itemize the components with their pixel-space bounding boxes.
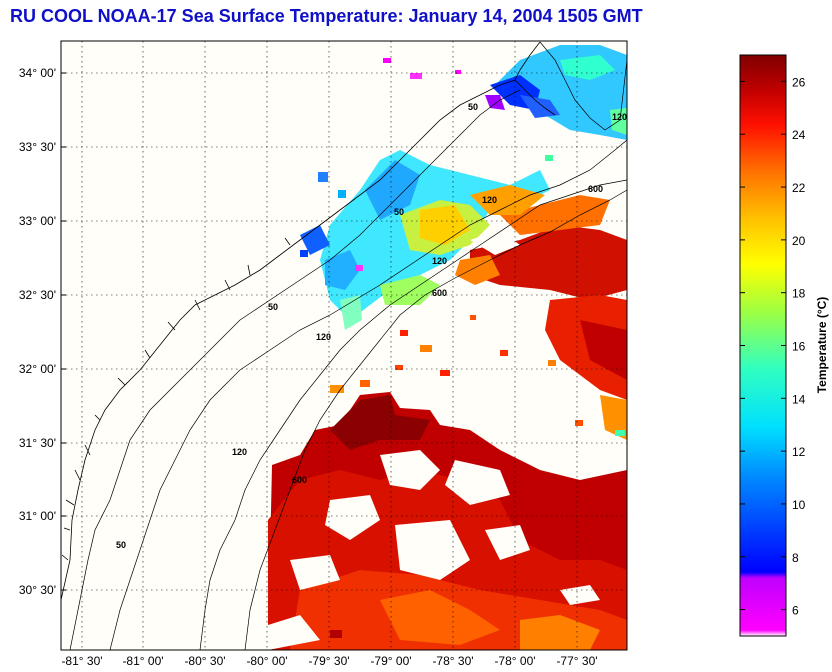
gulf-stream-warm-water [268, 392, 627, 650]
contour-label: 120 [482, 195, 497, 205]
contour-label: 600 [432, 288, 447, 298]
map-frame [60, 40, 628, 651]
lon-tick-label: -79° 30' [308, 654, 349, 668]
lon-tick-label: -79° 00' [370, 654, 411, 668]
colorbar-tick-label: 12 [792, 445, 806, 459]
colorbar-tick-label: 26 [792, 75, 806, 89]
lon-tick-label: -78° 00' [494, 654, 535, 668]
lat-tick-label: 33° 00' [19, 214, 56, 228]
lon-tick-label: -77° 30' [556, 654, 597, 668]
colorbar-tick-label: 8 [792, 551, 799, 565]
colorbar: 26 24 22 20 18 16 14 12 10 8 6 Temperature (°C) [739, 54, 829, 637]
colorbar-tick-label: 10 [792, 498, 806, 512]
contour-label: 120 [232, 447, 247, 457]
lat-tick-label: 32° 00' [19, 362, 56, 376]
latitude-axis: 34° 00' 33° 30' 33° 00' 32° 30' 32° 00' … [19, 66, 66, 597]
lat-tick-label: 31° 30' [19, 436, 56, 450]
lat-tick-label: 30° 30' [19, 583, 56, 597]
contour-label: 600 [588, 184, 603, 194]
lat-tick-label: 33° 30' [19, 140, 56, 154]
lon-tick-label: -81° 30' [61, 654, 102, 668]
colorbar-tick-label: 22 [792, 181, 806, 195]
contour-label: 50 [268, 302, 278, 312]
colorbar-ticks: 26 24 22 20 18 16 14 12 10 8 6 [740, 75, 806, 618]
contour-label: 120 [432, 256, 447, 266]
contour-label: 50 [468, 102, 478, 112]
contour-label: 120 [316, 332, 331, 342]
contour-labels: 50 50 50 50 120 120 120 120 120 600 600 … [116, 102, 627, 550]
colorbar-gradient [739, 54, 787, 637]
lat-tick-label: 31° 00' [19, 509, 56, 523]
lon-tick-label: -81° 00' [122, 654, 163, 668]
colorbar-label: Temperature (°C) [815, 297, 829, 394]
contour-label: 120 [612, 112, 627, 122]
sst-data-layer [61, 41, 627, 650]
contour-label: 600 [292, 475, 307, 485]
colorbar-tick-label: 18 [792, 287, 806, 301]
contour-label: 50 [394, 207, 404, 217]
colorbar-tick-label: 6 [792, 604, 799, 618]
colorbar-tick-label: 14 [792, 392, 806, 406]
lon-tick-label: -78° 30' [432, 654, 473, 668]
mid-shelf-water [300, 150, 550, 330]
contour-label: 50 [116, 540, 126, 550]
lat-lon-grid [61, 41, 627, 650]
map-title: RU COOL NOAA-17 Sea Surface Temperature:… [10, 6, 643, 26]
northern-cold-water [485, 45, 627, 140]
lon-tick-label: -80° 30' [184, 654, 225, 668]
lat-tick-label: 32° 30' [19, 288, 56, 302]
scattered-pixels [300, 58, 625, 638]
coastline [61, 41, 556, 601]
colorbar-tick-label: 20 [792, 234, 806, 248]
lon-tick-label: -80° 00' [246, 654, 287, 668]
colorbar-tick-label: 16 [792, 340, 806, 354]
isobath-contours [69, 41, 627, 650]
colorbar-tick-label: 24 [792, 128, 806, 142]
lat-tick-label: 34° 00' [19, 66, 56, 80]
longitude-axis: -81° 30' -81° 00' -80° 30' -80° 00' -79°… [61, 654, 597, 668]
